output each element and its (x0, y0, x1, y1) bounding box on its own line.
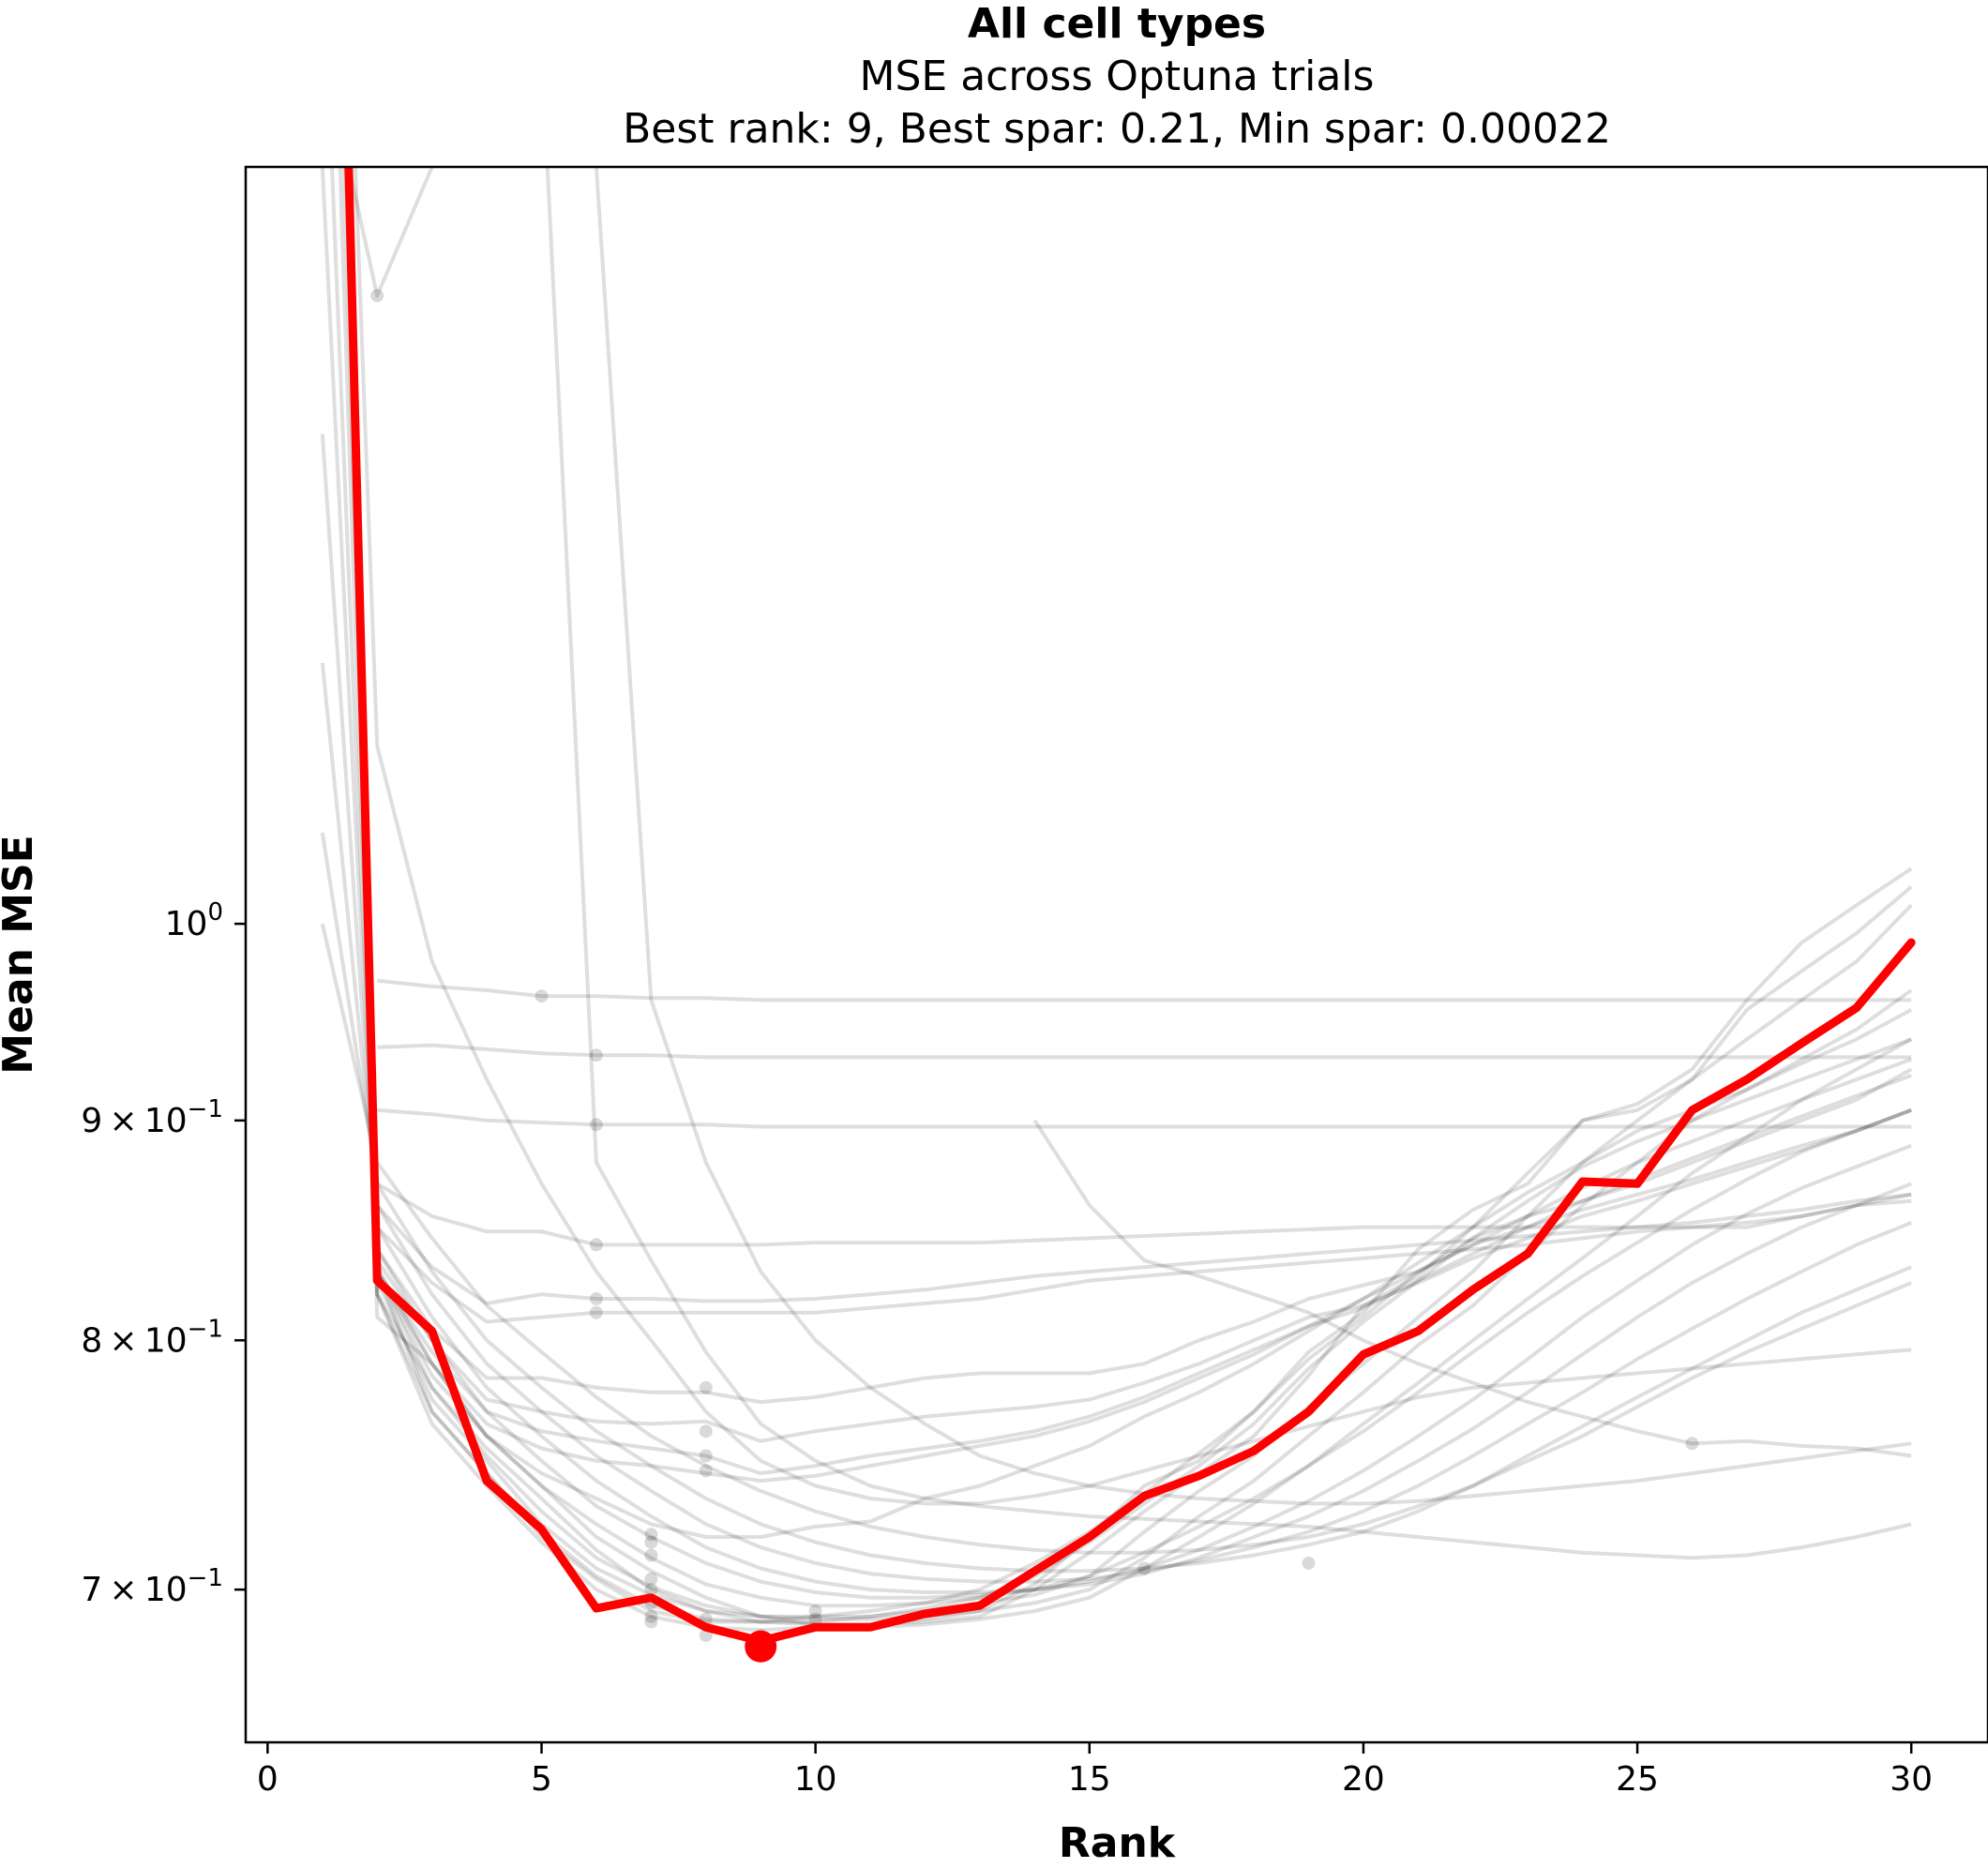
chart-subtitle-line-1: MSE across Optuna trials (860, 53, 1375, 100)
x-tick-label: 5 (531, 1760, 552, 1799)
trial-series-line (375, 1073, 1912, 1476)
best-point-marker (745, 1630, 777, 1663)
x-tick-label: 0 (257, 1760, 279, 1799)
trial-best-point (644, 1583, 658, 1597)
trial-series-line (347, 167, 1913, 1619)
chart-subtitle-line-2: Best rank: 9, Best spar: 0.21, Min spar:… (623, 105, 1611, 153)
trial-series-line (320, 662, 1912, 1584)
trial-series-line (320, 923, 1912, 1555)
trial-series-line (320, 433, 1912, 1594)
x-tick-label: 15 (1068, 1760, 1111, 1799)
trial-series-line (377, 1043, 1912, 1060)
y-tick-label: 100 (165, 898, 223, 943)
trial-best-point (699, 1424, 713, 1439)
y-axis-label: Mean MSE (0, 835, 42, 1075)
trial-best-point (589, 1292, 603, 1305)
trial-best-point (589, 1048, 603, 1062)
y-tick-label: 7 × 10−1 (81, 1564, 223, 1609)
trial-best-point (699, 1464, 713, 1478)
trial-series-line (375, 1192, 1912, 1305)
trial-best-point (589, 1118, 603, 1132)
trial-series-line (594, 167, 1912, 1506)
trial-best-point (644, 1572, 658, 1586)
trial-series-line (375, 1107, 1912, 1443)
y-axis-ticks: 7 × 10−1 8 × 10−1 9 × 10−1 100 (81, 898, 246, 1609)
trial-best-point (699, 1449, 713, 1463)
trial-best-point (699, 1380, 713, 1394)
y-tick-label: 9 × 10−1 (81, 1095, 223, 1140)
trial-series-line (376, 978, 1912, 1002)
trial-series-line (341, 167, 1912, 1624)
trial-series-line (545, 167, 1912, 1560)
trial-best-point (644, 1535, 658, 1549)
trial-series-line (353, 167, 1912, 1506)
trial-best-point (808, 1612, 822, 1626)
trial-series-line (349, 167, 1913, 1627)
x-tick-label: 25 (1616, 1760, 1659, 1799)
trial-best-point (589, 1305, 603, 1319)
trial-best-point (644, 1609, 658, 1623)
trial-series-line (1032, 1119, 1912, 1458)
best-trial-group (344, 167, 1916, 1663)
y-tick-label: 8 × 10−1 (81, 1315, 223, 1360)
trial-best-point (1302, 1556, 1316, 1570)
x-tick-label: 30 (1890, 1760, 1933, 1799)
trial-series-line (375, 1107, 1912, 1405)
trial-best-point (644, 1548, 658, 1562)
x-axis-ticks: 0 5 10 15 20 25 30 (257, 1742, 1933, 1799)
trial-series-line (377, 1107, 1912, 1129)
trial-series-line (320, 167, 1912, 1600)
chart-title: All cell types (968, 0, 1266, 48)
trial-series-line (376, 1182, 1912, 1247)
trial-best-point (644, 1615, 658, 1629)
trial-best-point (589, 1238, 603, 1252)
trial-best-points-group (370, 289, 1699, 1642)
trial-series-line (346, 167, 434, 298)
x-axis-label: Rank (1059, 1819, 1177, 1867)
trial-series-line (330, 167, 1912, 1608)
trial-best-point (644, 1528, 658, 1542)
trial-best-point (535, 989, 549, 1003)
trial-series-line (375, 1192, 1912, 1324)
x-tick-label: 20 (1342, 1760, 1385, 1799)
trial-series-line (344, 167, 1913, 1630)
trial-best-point (808, 1604, 822, 1618)
trial-series-line (345, 167, 1913, 1621)
plot-frame (244, 165, 1988, 1744)
trial-best-point (1685, 1437, 1699, 1451)
best-trial-line (344, 167, 1916, 1646)
trial-best-point (370, 289, 384, 303)
trial-series-line (375, 1008, 1913, 1539)
trial-best-point (1137, 1561, 1152, 1575)
x-tick-label: 10 (794, 1760, 837, 1799)
trial-series-line (320, 832, 1912, 1574)
